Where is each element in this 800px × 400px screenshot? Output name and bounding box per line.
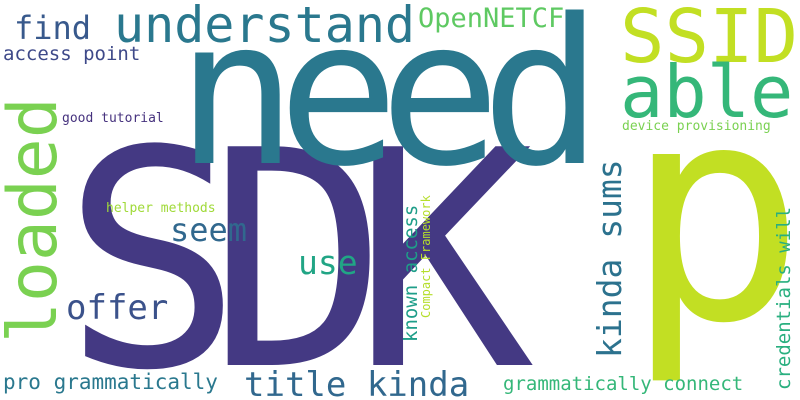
word-opennetcf: OpenNETCF [418, 3, 565, 34]
word-grammatically-connect: grammatically connect [503, 373, 744, 395]
word-offer: offer [66, 288, 169, 328]
word-seem: seem [170, 211, 248, 249]
word-credentials-will: credentials will [773, 206, 795, 390]
word-title-kinda: title kinda [244, 365, 470, 400]
word-sdk: SDK [62, 87, 534, 400]
word-ssid: SSID [620, 0, 799, 80]
word-device-provisioning: device provisioning [622, 119, 771, 134]
word-access-point: access point [3, 43, 141, 65]
word-use: use [298, 243, 358, 282]
word-p: p [625, 40, 800, 389]
word-compact-framework: Compact Framework [419, 195, 433, 318]
word-helper-methods: helper methods [106, 201, 216, 216]
word-pro-grammatically: pro grammatically [3, 370, 218, 394]
word-understand: understand [114, 0, 416, 54]
word-good-tutorial: good tutorial [62, 111, 164, 126]
word-need: need [176, 0, 602, 211]
word-kinda-sums: kinda sums [590, 159, 629, 358]
word-find: find [14, 9, 92, 47]
word-loaded: loaded [0, 97, 73, 343]
word-able: able [620, 50, 794, 134]
